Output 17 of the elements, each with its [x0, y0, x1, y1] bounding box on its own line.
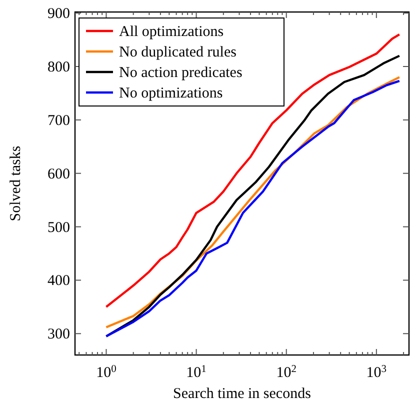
y-tick-label: 600	[48, 166, 70, 182]
y-tick-label: 400	[48, 273, 70, 290]
x-tick-label: 10$^{0}$	[96, 364, 116, 381]
legend-label: No action predicates	[119, 65, 242, 81]
y-tick-label: 900	[48, 6, 70, 22]
x-axis-title: Search time in seconds	[173, 386, 312, 402]
legend-label: All optimizations	[119, 24, 224, 40]
y-tick-label: 700	[48, 112, 70, 129]
y-tick-label: 300	[48, 326, 70, 343]
x-tick-label: 10$^{3}$	[366, 364, 387, 381]
y-tick-label: 500	[48, 220, 70, 236]
y-axis-title: Solved tasks	[8, 146, 24, 222]
x-tick-label: 10$^{1}$	[186, 364, 206, 381]
y-tick-label: 800	[48, 59, 70, 76]
legend-label: No optimizations	[119, 86, 223, 102]
legend-label: No duplicated rules	[119, 44, 237, 60]
x-tick-label: 10$^{2}$	[276, 364, 296, 381]
